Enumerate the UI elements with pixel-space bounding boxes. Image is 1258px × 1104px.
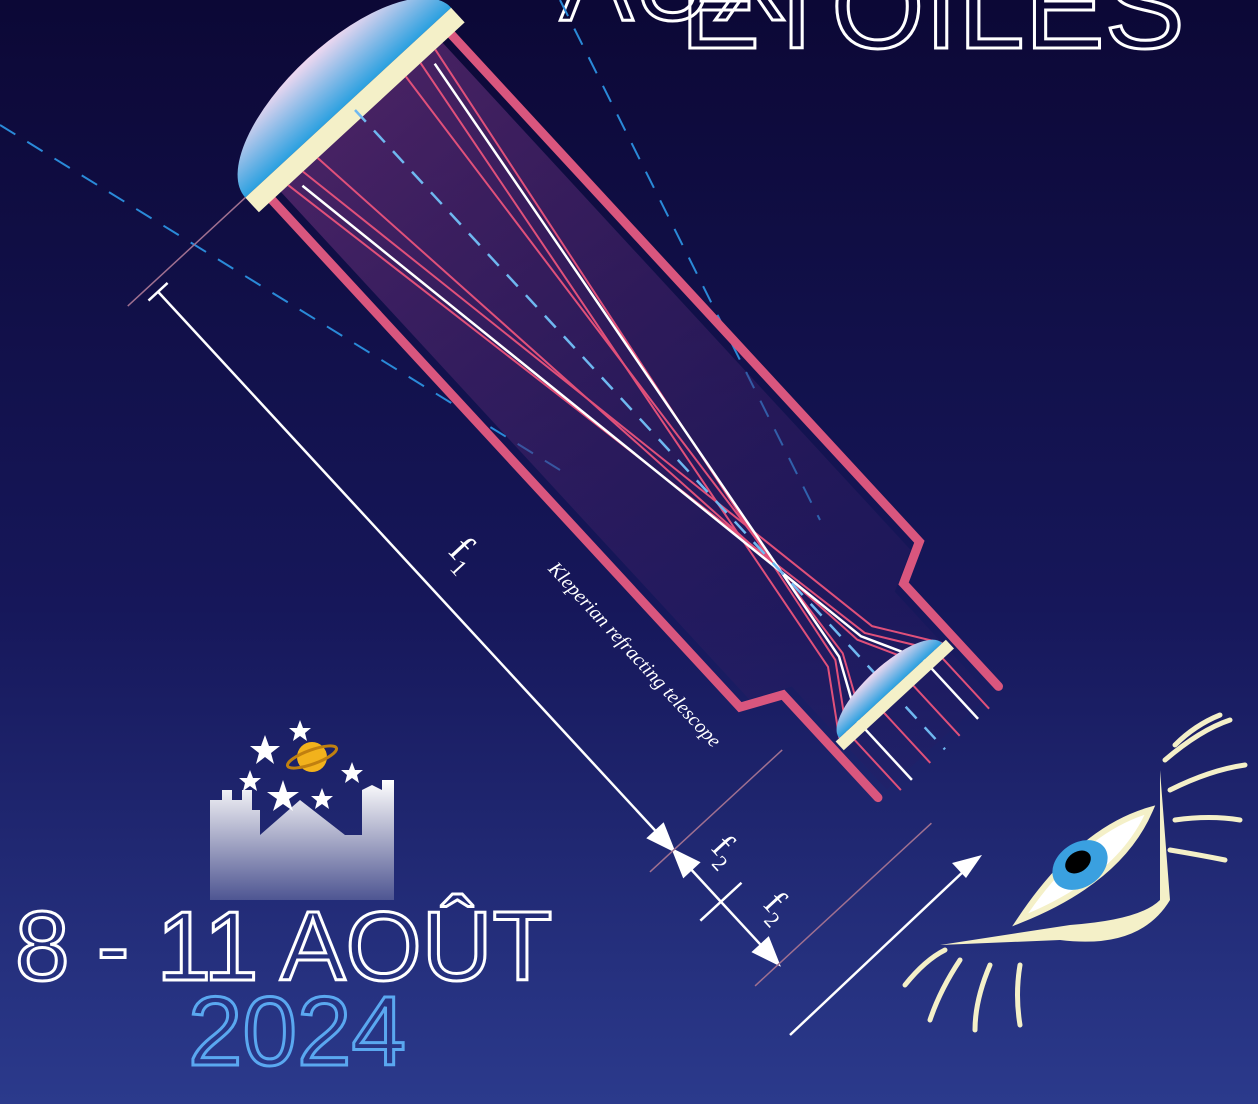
year: 2024 [188, 976, 406, 1086]
title-line2: ÉTOILES [680, 0, 1185, 74]
poster: AUX ÉTOILES [0, 0, 1258, 1104]
page: AUX ÉTOILES [0, 0, 1258, 1104]
